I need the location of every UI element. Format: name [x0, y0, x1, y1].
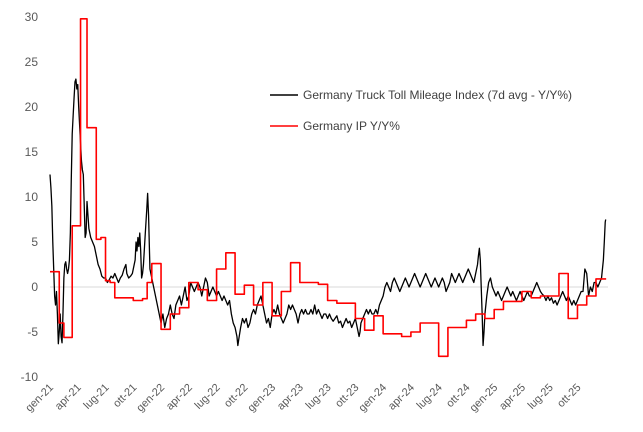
- y-tick-label: 0: [31, 280, 38, 294]
- x-tick-label: lug-23: [304, 382, 334, 412]
- x-tick-label: lug-22: [193, 382, 223, 412]
- legend-label-truck-toll: Germany Truck Toll Mileage Index (7d avg…: [303, 88, 572, 102]
- x-tick-label: apr-22: [164, 382, 195, 413]
- y-axis-ticks: -10 -5 0 5 10 15 20 25 30: [21, 10, 39, 384]
- y-tick-label: 25: [25, 55, 39, 69]
- series-group: [49, 18, 607, 358]
- x-tick-label: apr-21: [53, 382, 84, 413]
- y-tick-label: 30: [25, 10, 39, 24]
- x-tick-label: ott-25: [555, 382, 583, 410]
- x-tick-label: apr-25: [497, 382, 528, 413]
- x-tick-label: lug-21: [82, 382, 112, 412]
- y-tick-label: 10: [25, 190, 39, 204]
- x-tick-label: apr-23: [275, 382, 306, 413]
- x-tick-label: lug-25: [526, 382, 556, 412]
- x-tick-label: gen-22: [134, 382, 167, 415]
- x-tick-label: gen-21: [23, 382, 56, 415]
- x-tick-label: apr-24: [386, 382, 417, 413]
- legend-label-ip: Germany IP Y/Y%: [303, 119, 400, 133]
- y-tick-label: 20: [25, 100, 39, 114]
- x-tick-label: lug-24: [415, 382, 445, 412]
- x-tick-label: gen-23: [245, 382, 278, 415]
- legend-entry-truck-toll: Germany Truck Toll Mileage Index (7d avg…: [270, 88, 572, 102]
- legend: Germany Truck Toll Mileage Index (7d avg…: [270, 88, 572, 133]
- series-line-truck-toll: [49, 78, 607, 347]
- y-tick-label: 5: [31, 235, 38, 249]
- x-tick-label: gen-25: [468, 382, 501, 415]
- y-tick-label: -10: [21, 370, 39, 384]
- y-tick-label: 15: [25, 145, 39, 159]
- x-tick-label: gen-24: [357, 382, 390, 415]
- series-line-ip: [50, 18, 607, 358]
- y-tick-label: -5: [27, 325, 38, 339]
- legend-entry-ip: Germany IP Y/Y%: [270, 119, 400, 133]
